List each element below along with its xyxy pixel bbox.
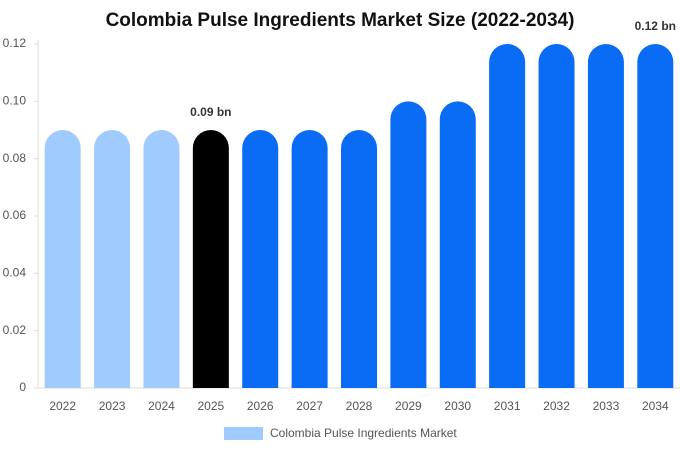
bar — [44, 130, 81, 388]
x-tick-label: 2034 — [642, 399, 669, 413]
x-tick-label: 2033 — [593, 399, 620, 413]
y-tick-label: 0.10 — [3, 94, 27, 108]
x-tick-label: 2023 — [99, 399, 126, 413]
bar — [291, 130, 328, 388]
bar — [192, 130, 229, 388]
y-tick-label: 0.06 — [3, 208, 27, 222]
y-tick-label: 0.04 — [3, 266, 27, 280]
x-tick-label: 2030 — [444, 399, 471, 413]
x-tick-label: 2025 — [197, 399, 224, 413]
x-tick-label: 2027 — [296, 399, 323, 413]
x-tick-label: 2026 — [247, 399, 274, 413]
y-tick-label: 0.08 — [3, 151, 27, 165]
legend-label: Colombia Pulse Ingredients Market — [270, 426, 457, 440]
bar — [390, 101, 427, 388]
x-tick-label: 2024 — [148, 399, 175, 413]
data-label: 0.12 bn — [635, 19, 676, 33]
y-tick-label: 0 — [19, 380, 26, 394]
y-tick-label: 0.02 — [3, 323, 27, 337]
chart-title: Colombia Pulse Ingredients Market Size (… — [106, 10, 575, 31]
bar — [341, 130, 377, 388]
bar — [587, 44, 624, 388]
x-tick-label: 2022 — [49, 399, 76, 413]
bar — [489, 43, 526, 388]
bar — [637, 44, 674, 388]
x-tick-label: 2032 — [543, 399, 570, 413]
bar — [94, 130, 131, 388]
x-tick-label: 2029 — [395, 399, 422, 413]
x-tick-label: 2028 — [346, 399, 373, 413]
data-label: 0.09 bn — [190, 105, 231, 119]
y-tick-label: 0.12 — [3, 36, 27, 50]
bar — [143, 130, 180, 388]
bar — [538, 44, 575, 388]
bar — [439, 101, 476, 388]
bar — [242, 130, 279, 388]
x-tick-label: 2031 — [494, 399, 521, 413]
legend-swatch — [224, 427, 263, 440]
